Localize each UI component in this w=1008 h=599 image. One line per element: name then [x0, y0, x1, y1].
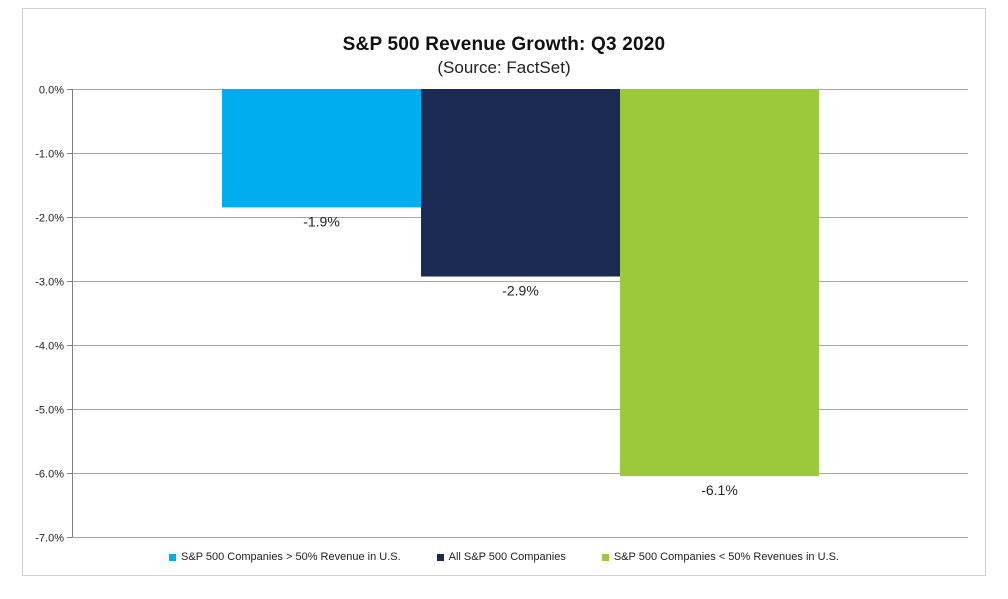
- legend-entry-all: All S&P 500 Companies: [436, 551, 566, 563]
- chart-title: S&P 500 Revenue Growth: Q3 2020: [342, 34, 666, 55]
- legend-entry-below-50: S&P 500 Companies < 50% Revenues in U.S.: [601, 551, 839, 563]
- legend-entry-above-50: S&P 500 Companies > 50% Revenue in U.S.: [169, 551, 401, 563]
- y-tick-label-3: -3.0%: [35, 277, 64, 289]
- chart-subtitle: (Source: FactSet): [437, 58, 571, 77]
- data-label-2: -6.1%: [701, 482, 738, 498]
- legend-swatch-all: [436, 553, 444, 561]
- y-tick-label-0: 0.0%: [39, 85, 64, 97]
- bar-0: [222, 89, 421, 208]
- legend-label-above-50: S&P 500 Companies > 50% Revenue in U.S.: [181, 551, 401, 563]
- bar-2: [620, 89, 819, 477]
- data-label-1: -2.9%: [502, 283, 539, 299]
- y-tick-label-7: -7.0%: [35, 533, 64, 545]
- legend-swatch-above-50: [169, 553, 177, 561]
- y-tick-label-5: -5.0%: [35, 405, 64, 417]
- legend-label-below-50: S&P 500 Companies < 50% Revenues in U.S.: [613, 551, 839, 563]
- legend-swatch-below-50: [601, 553, 609, 561]
- y-tick-label-1: -1.0%: [35, 149, 64, 161]
- bar-1: [421, 89, 620, 277]
- y-tick-label-4: -4.0%: [35, 341, 64, 353]
- legend-label-all: All S&P 500 Companies: [448, 551, 566, 563]
- data-label-0: -1.9%: [303, 213, 340, 229]
- y-tick-label-6: -6.0%: [35, 469, 64, 481]
- y-tick-label-2: -2.0%: [35, 213, 64, 225]
- legend: S&P 500 Companies > 50% Revenue in U.S. …: [0, 551, 1008, 563]
